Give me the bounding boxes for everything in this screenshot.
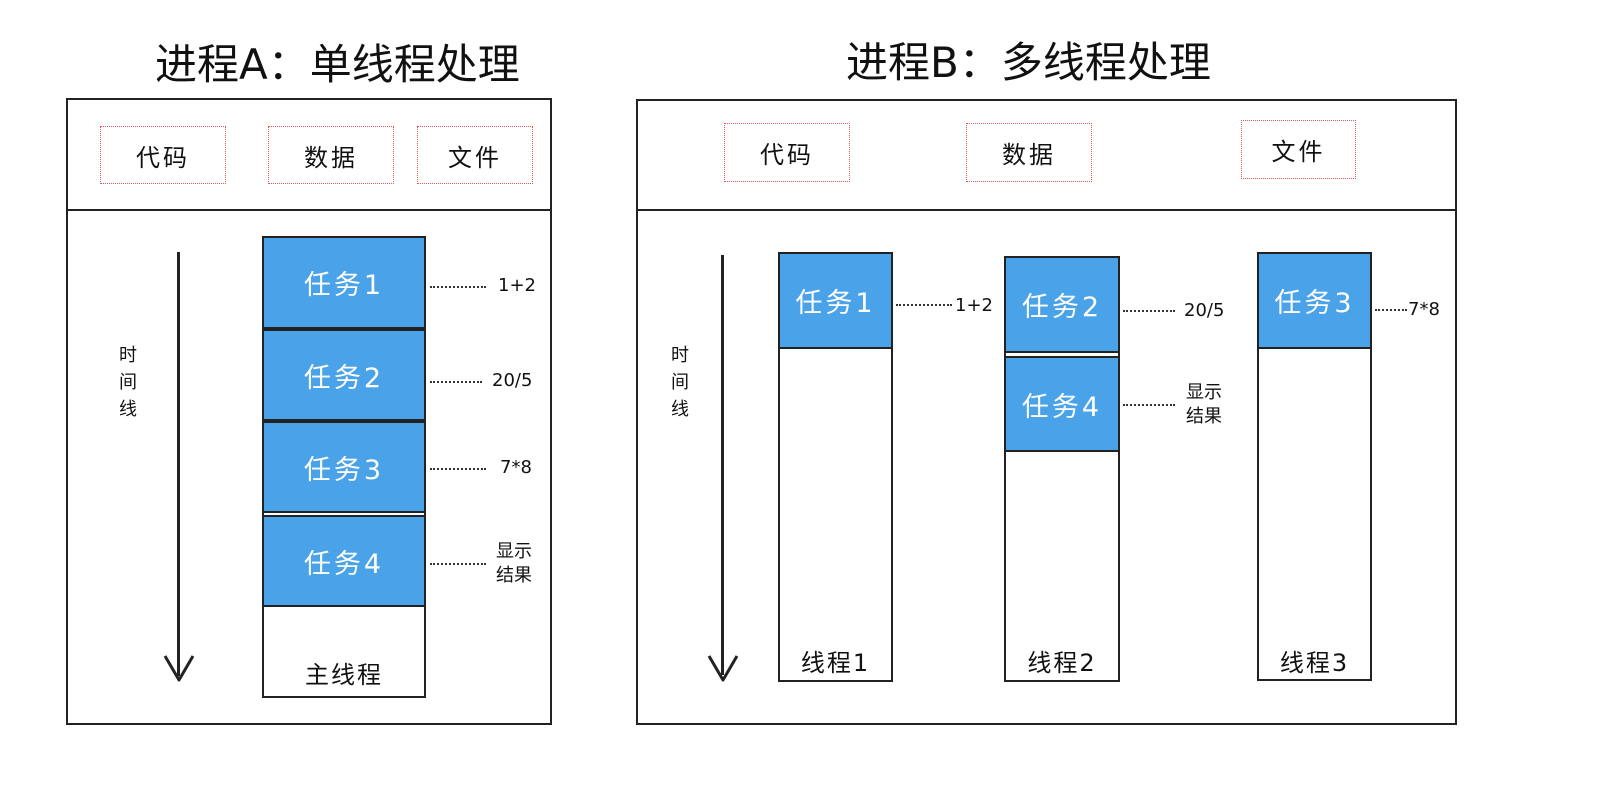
thread-1-task-1: 任务1 — [778, 252, 893, 349]
process-a-timeline-line — [177, 252, 180, 676]
thread-2-note-4: 显示 结果 — [1186, 382, 1222, 428]
thread-2-note-2: 20/5 — [1184, 300, 1225, 321]
process-a-resource-file: 文件 — [417, 126, 533, 184]
thread-2-task-2: 任务2 — [1004, 256, 1120, 353]
process-b-divider — [636, 209, 1457, 211]
thread-3-connector-3 — [1375, 309, 1407, 311]
process-b-resource-file: 文件 — [1241, 120, 1356, 179]
process-a-resource-data: 数据 — [268, 126, 394, 184]
process-b-resource-code: 代码 — [724, 123, 850, 182]
process-a-frame — [66, 98, 552, 725]
process-a-timeline-label: 时间线 — [119, 345, 137, 420]
thread-3-label: 线程3 — [1279, 649, 1350, 677]
process-a-note-2: 20/5 — [492, 370, 533, 391]
thread-1-connector-1 — [896, 304, 952, 306]
process-b-title: 进程B：多线程处理 — [846, 38, 1211, 87]
process-a-connector-4 — [430, 563, 486, 565]
process-a-title: 进程A：单线程处理 — [155, 40, 520, 89]
process-b-frame — [636, 99, 1457, 725]
process-a-note-1: 1+2 — [498, 275, 536, 296]
process-b-timeline-label: 时间线 — [671, 345, 689, 420]
thread-2-task-4: 任务4 — [1004, 356, 1120, 452]
thread-3-task-3: 任务3 — [1257, 252, 1372, 349]
process-a-divider — [66, 209, 552, 211]
thread-2-connector-2 — [1123, 310, 1175, 312]
process-a-connector-1 — [430, 286, 486, 288]
thread-2-connector-4 — [1123, 404, 1175, 406]
process-a-timeline-arrowhead-icon — [163, 655, 195, 682]
process-b-resource-data: 数据 — [966, 123, 1092, 182]
process-a-task-1: 任务1 — [262, 236, 426, 329]
process-a-task-3: 任务3 — [262, 421, 426, 513]
process-a-note-3: 7*8 — [500, 457, 532, 478]
process-b-timeline-arrowhead-icon — [707, 655, 739, 682]
process-a-resource-code: 代码 — [100, 126, 226, 184]
process-a-main-thread-label: 主线程 — [305, 661, 383, 689]
thread-2-label: 线程2 — [1027, 649, 1097, 677]
thread-1-label: 线程1 — [800, 649, 871, 677]
process-a-note-4: 显示 结果 — [496, 541, 532, 587]
process-a-task-2: 任务2 — [262, 329, 426, 421]
process-b-timeline-line — [721, 255, 724, 675]
process-a-connector-2 — [430, 381, 482, 383]
thread-1-note-1: 1+2 — [955, 295, 993, 316]
thread-3-note-3: 7*8 — [1408, 299, 1440, 320]
process-a-task-4: 任务4 — [262, 515, 426, 607]
process-a-connector-3 — [430, 468, 486, 470]
